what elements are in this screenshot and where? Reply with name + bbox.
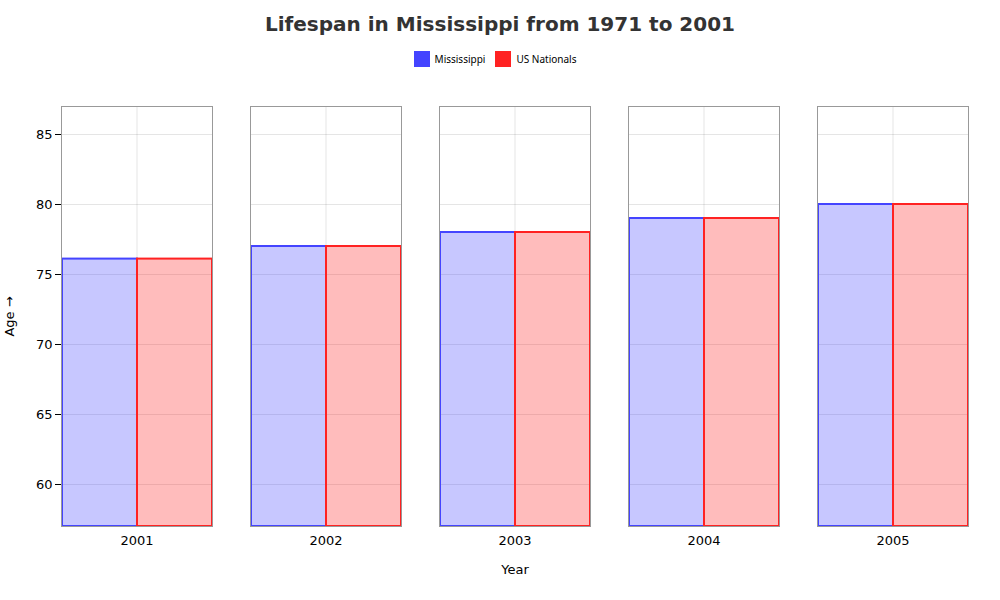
svg-text:2004: 2004 (687, 533, 720, 548)
svg-text:2001: 2001 (120, 533, 153, 548)
svg-text:70: 70 (36, 337, 53, 352)
svg-text:2002: 2002 (309, 533, 342, 548)
html-text:Mississippi: Mississippi (434, 51, 486, 66)
svg-text:2005: 2005 (876, 533, 909, 548)
svg-text:80: 80 (36, 197, 53, 212)
html-text:Lifespan in Mississippi from 1: Lifespan in Mississippi from 1971 to 200… (265, 12, 735, 36)
svg-text:Year: Year (500, 562, 529, 577)
svg-text:85: 85 (36, 127, 53, 142)
html-text:US Nationals: US Nationals (516, 51, 577, 66)
svg-text:65: 65 (36, 407, 53, 422)
svg-text:Age →: Age → (2, 296, 17, 336)
svg-text:75: 75 (36, 267, 53, 282)
svg-text:2003: 2003 (498, 533, 531, 548)
svg-text:60: 60 (36, 477, 53, 492)
